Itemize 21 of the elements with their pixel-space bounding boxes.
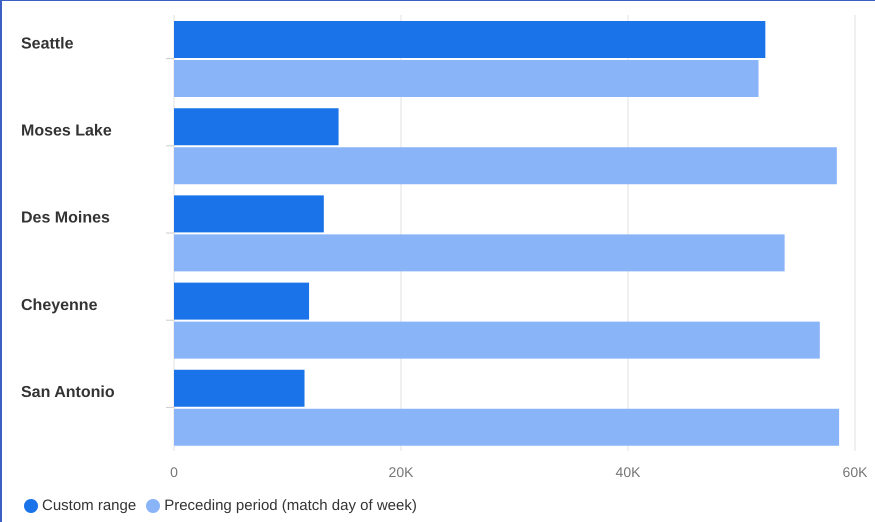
legend-label: Preceding period (match day of week)	[164, 497, 417, 514]
bar	[174, 322, 820, 359]
bar	[174, 282, 310, 320]
x-tick-label: 40K	[616, 464, 642, 480]
bar	[174, 60, 759, 97]
bar	[174, 147, 837, 184]
bar	[174, 21, 766, 58]
y-tick-label: Des Moines	[21, 210, 110, 227]
y-tick-label: Cheyenne	[21, 296, 98, 314]
x-tick-label: 0	[170, 464, 178, 480]
y-tick-label: Moses Lake	[21, 122, 112, 140]
bar	[174, 370, 305, 407]
legend-label: Custom range	[42, 497, 136, 514]
bar	[174, 108, 339, 146]
y-tick-label: San Antonio	[21, 384, 115, 402]
bar	[174, 234, 785, 272]
y-tick-label: Seattle	[21, 35, 74, 52]
bar	[174, 408, 840, 446]
x-tick-label: 60K	[842, 464, 868, 480]
bar	[174, 195, 324, 232]
x-tick-label: 20K	[388, 464, 414, 480]
